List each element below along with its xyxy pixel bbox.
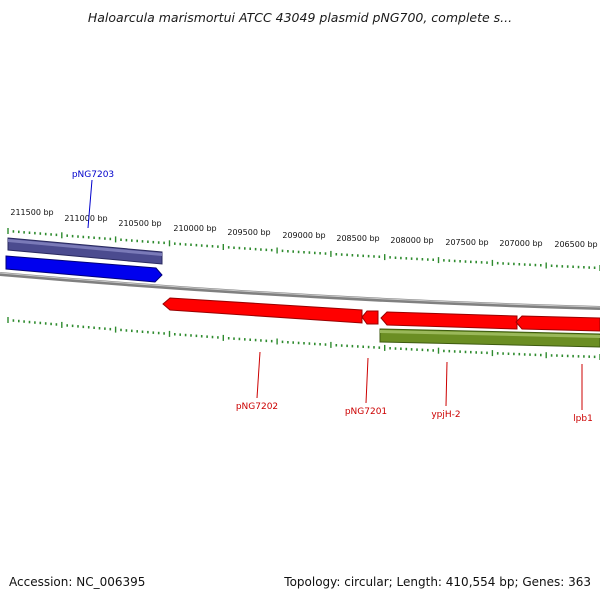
gene-ypjH-2-arrow[interactable] — [380, 311, 518, 330]
axis-tick-label: 211000 bp — [64, 214, 107, 223]
axis-tick-label: 207500 bp — [445, 238, 488, 247]
backbone-arc — [0, 272, 600, 310]
olive-feature-highlight — [380, 330, 600, 338]
gene-lpb1-arrow[interactable] — [515, 315, 600, 332]
axis-tick-label: 211500 bp — [10, 208, 53, 217]
axis-tick-label: 208000 bp — [390, 236, 433, 245]
gene-pNG7201-arrow[interactable] — [361, 310, 379, 325]
gene-label-pNG7201[interactable]: pNG7201 — [345, 407, 387, 417]
axis-tick-label: 210000 bp — [173, 224, 216, 233]
gene-label-ypjH-2[interactable]: ypjH-2 — [431, 410, 460, 420]
pNG7203-leader-line — [87, 179, 93, 229]
outer-tick-ring — [7, 228, 600, 271]
map-title: Haloarcula marismortui ATCC 43049 plasmi… — [87, 10, 513, 25]
gene-label-lpb1[interactable]: lpb1 — [573, 414, 593, 424]
pNG7201-leader-line — [365, 357, 369, 404]
slate-feature-highlight — [8, 239, 162, 256]
axis-tick-label: 210500 bp — [118, 219, 161, 228]
gene-pNG7202-arrow[interactable] — [162, 297, 363, 324]
axis-tick-label: 207000 bp — [499, 239, 542, 248]
backbone-arc-highlight — [0, 272, 600, 308]
ypjH-2-leader-line — [445, 361, 448, 407]
axis-tick-label: 209500 bp — [227, 228, 270, 237]
topology-summary-text: Topology: circular; Length: 410,554 bp; … — [284, 575, 591, 589]
accession-text: Accession: NC_006395 — [9, 575, 146, 589]
pNG7202-leader-line — [256, 351, 261, 399]
gene-label-pNG7203[interactable]: pNG7203 — [72, 170, 114, 180]
gene-pNG7203-arrow[interactable] — [5, 255, 163, 283]
tick-label-group: 211500 bp 211000 bp 210500 bp 210000 bp 2095… — [10, 208, 597, 249]
axis-tick-label: 206500 bp — [554, 240, 597, 249]
axis-tick-label: 209000 bp — [282, 231, 325, 240]
inner-tick-ring — [7, 317, 600, 360]
axis-tick-label: 208500 bp — [336, 234, 379, 243]
gene-label-pNG7202[interactable]: pNG7202 — [236, 402, 278, 412]
